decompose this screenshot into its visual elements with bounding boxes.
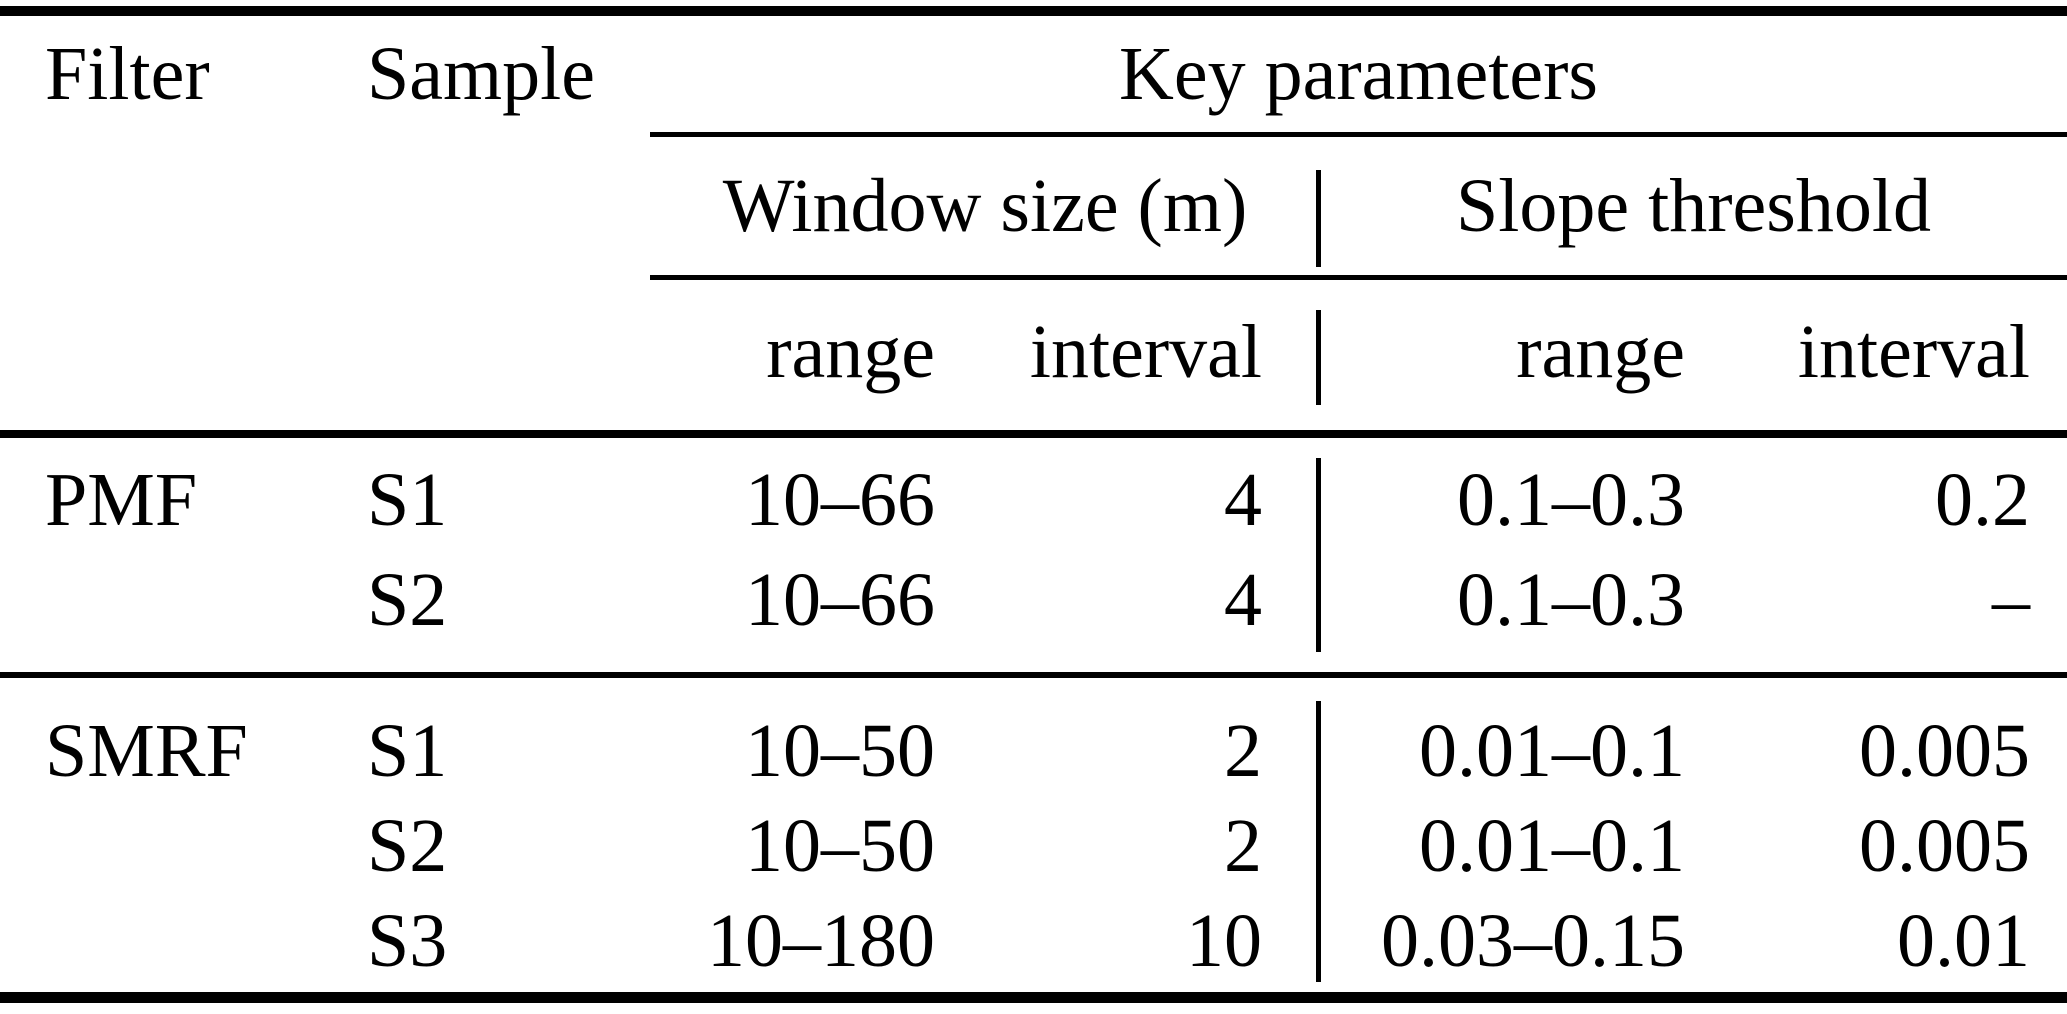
table-row: SMRF S1 10–50 2 0.01–0.1 0.005 — [0, 692, 2067, 810]
sample-cell: S1 — [367, 708, 448, 793]
column-divider-smrf-block — [1316, 701, 1321, 982]
table-row: S3 10–180 10 0.03–0.15 0.01 — [0, 885, 2067, 997]
slope-interval-header: interval — [1797, 309, 2030, 394]
sample-cell: S2 — [367, 803, 448, 888]
table-row: S2 10–66 4 0.1–0.3 – — [0, 545, 2067, 655]
slope-range-cell: 0.1–0.3 — [1457, 557, 1685, 642]
key-parameters-header: Key parameters — [1119, 31, 1598, 116]
slope-range-cell: 0.03–0.15 — [1381, 898, 1685, 983]
window-range-header: range — [766, 309, 935, 394]
window-size-header: Window size (m) — [722, 163, 1248, 248]
filter-column-header: Filter — [45, 31, 210, 116]
window-range-cell: 10–50 — [745, 803, 935, 888]
column-divider-header-2 — [1316, 170, 1321, 267]
window-interval-cell: 4 — [1224, 557, 1262, 642]
slope-interval-cell: – — [1992, 557, 2030, 642]
slope-interval-cell: 0.01 — [1897, 898, 2030, 983]
window-range-cell: 10–180 — [707, 898, 935, 983]
filter-cell: PMF — [45, 457, 198, 542]
window-range-cell: 10–50 — [745, 708, 935, 793]
window-interval-cell: 2 — [1224, 708, 1262, 793]
header-row-2: Window size (m) Slope threshold — [0, 140, 2067, 272]
subheader-underline-rule — [650, 275, 2067, 280]
slope-range-cell: 0.01–0.1 — [1419, 708, 1685, 793]
table-row: S2 10–50 2 0.01–0.1 0.005 — [0, 790, 2067, 902]
sample-column-header: Sample — [367, 31, 595, 116]
window-interval-header: interval — [1029, 309, 1262, 394]
filter-cell: SMRF — [45, 708, 248, 793]
slope-range-cell: 0.01–0.1 — [1419, 803, 1685, 888]
window-interval-cell: 10 — [1186, 898, 1262, 983]
pmf-smrf-separator-rule — [0, 672, 2067, 678]
header-row-1: Filter Sample Key parameters — [0, 18, 2067, 130]
slope-interval-cell: 0.005 — [1859, 708, 2030, 793]
column-divider-header-3 — [1316, 310, 1321, 405]
slope-interval-cell: 0.2 — [1935, 457, 2030, 542]
window-range-cell: 10–66 — [745, 457, 935, 542]
header-row-3: range interval range interval — [0, 282, 2067, 422]
sample-cell: S3 — [367, 898, 448, 983]
slope-interval-cell: 0.005 — [1859, 803, 2030, 888]
window-interval-cell: 2 — [1224, 803, 1262, 888]
table-top-rule — [0, 6, 2067, 16]
window-interval-cell: 4 — [1224, 457, 1262, 542]
sample-cell: S2 — [367, 557, 448, 642]
slope-threshold-header: Slope threshold — [1456, 163, 1931, 248]
table-row: PMF S1 10–66 4 0.1–0.3 0.2 — [0, 440, 2067, 560]
column-divider-pmf-block — [1316, 458, 1321, 652]
table-bottom-rule — [0, 992, 2067, 1003]
sample-cell: S1 — [367, 457, 448, 542]
key-parameters-underline-rule — [650, 132, 2067, 137]
window-range-cell: 10–66 — [745, 557, 935, 642]
header-bottom-rule — [0, 430, 2067, 438]
slope-range-cell: 0.1–0.3 — [1457, 457, 1685, 542]
slope-range-header: range — [1516, 309, 1685, 394]
